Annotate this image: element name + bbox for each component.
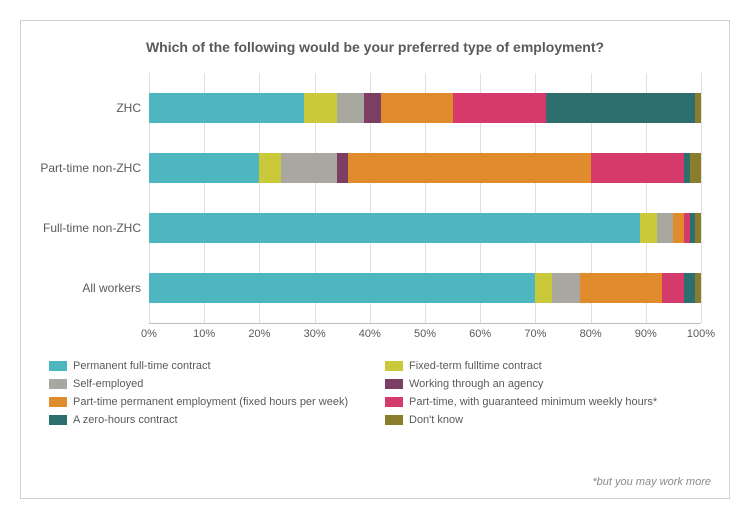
bar-segment-self_emp	[337, 93, 365, 123]
bar-segment-perm_ft	[149, 153, 259, 183]
y-label: Part-time non-ZHC	[40, 161, 141, 175]
x-tick: 70%	[524, 328, 546, 340]
x-tick: 40%	[359, 328, 381, 340]
legend: Permanent full-time contract Fixed-term f…	[49, 360, 711, 426]
bar-row	[149, 213, 701, 243]
legend-item: Permanent full-time contract	[49, 360, 375, 372]
legend-swatch	[385, 361, 403, 371]
bars-group	[149, 73, 701, 323]
legend-item: Part-time, with guaranteed minimum weekl…	[385, 396, 711, 408]
y-label: All workers	[82, 281, 141, 295]
legend-label: Part-time, with guaranteed minimum weekl…	[409, 396, 657, 408]
footnote: *but you may work more	[592, 476, 711, 488]
legend-label: Self-employed	[73, 378, 143, 390]
legend-swatch	[49, 415, 67, 425]
plot-area: ZHCPart-time non-ZHCFull-time non-ZHCAll…	[149, 73, 701, 324]
bar-segment-perm_ft	[149, 93, 304, 123]
legend-item: Self-employed	[49, 378, 375, 390]
bar-segment-self_emp	[657, 213, 674, 243]
legend-swatch	[49, 361, 67, 371]
legend-item: Fixed-term fulltime contract	[385, 360, 711, 372]
legend-swatch	[385, 415, 403, 425]
bar-segment-self_emp	[281, 153, 336, 183]
bar-segment-dk	[690, 153, 701, 183]
bar-segment-dk	[695, 213, 701, 243]
y-label: ZHC	[116, 101, 141, 115]
bar-segment-zhc	[546, 93, 695, 123]
bar-segment-self_emp	[552, 273, 580, 303]
bar-segment-perm_ft	[149, 273, 535, 303]
bar-segment-dk	[695, 273, 701, 303]
x-tick: 50%	[414, 328, 436, 340]
bar-segment-fixed_ft	[535, 273, 552, 303]
x-tick: 60%	[469, 328, 491, 340]
legend-label: Fixed-term fulltime contract	[409, 360, 542, 372]
bar-segment-pt_perm	[348, 153, 591, 183]
legend-label: Working through an agency	[409, 378, 543, 390]
legend-label: Part-time permanent employment (fixed ho…	[73, 396, 348, 408]
legend-item: Don't know	[385, 414, 711, 426]
bar-segment-pt_guar	[662, 273, 684, 303]
bar-segment-pt_perm	[580, 273, 663, 303]
bar-segment-agency	[337, 153, 348, 183]
bar-segment-fixed_ft	[640, 213, 657, 243]
x-tick: 30%	[304, 328, 326, 340]
legend-item: Part-time permanent employment (fixed ho…	[49, 396, 375, 408]
bar-row	[149, 153, 701, 183]
bar-segment-zhc	[684, 273, 695, 303]
x-tick: 0%	[141, 328, 157, 340]
gridline	[701, 73, 702, 323]
legend-label: Permanent full-time contract	[73, 360, 211, 372]
x-axis: 0%10%20%30%40%50%60%70%80%90%100%	[149, 324, 701, 344]
bar-segment-pt_guar	[453, 93, 547, 123]
bar-row	[149, 93, 701, 123]
legend-label: A zero-hours contract	[73, 414, 178, 426]
bar-segment-pt_perm	[381, 93, 453, 123]
legend-item: A zero-hours contract	[49, 414, 375, 426]
x-tick: 10%	[193, 328, 215, 340]
legend-swatch	[49, 397, 67, 407]
x-tick: 20%	[248, 328, 270, 340]
legend-swatch	[385, 397, 403, 407]
bar-segment-perm_ft	[149, 213, 640, 243]
bar-segment-fixed_ft	[259, 153, 281, 183]
x-tick: 100%	[687, 328, 715, 340]
y-label: Full-time non-ZHC	[43, 221, 141, 235]
chart-container: Which of the following would be your pre…	[20, 20, 730, 499]
bar-row	[149, 273, 701, 303]
bar-segment-fixed_ft	[304, 93, 337, 123]
x-tick: 90%	[635, 328, 657, 340]
x-tick: 80%	[580, 328, 602, 340]
legend-item: Working through an agency	[385, 378, 711, 390]
legend-label: Don't know	[409, 414, 463, 426]
chart-title: Which of the following would be your pre…	[39, 39, 711, 55]
legend-swatch	[385, 379, 403, 389]
legend-swatch	[49, 379, 67, 389]
bar-segment-agency	[364, 93, 381, 123]
bar-segment-pt_perm	[673, 213, 684, 243]
bar-segment-dk	[695, 93, 701, 123]
bar-segment-pt_guar	[591, 153, 685, 183]
